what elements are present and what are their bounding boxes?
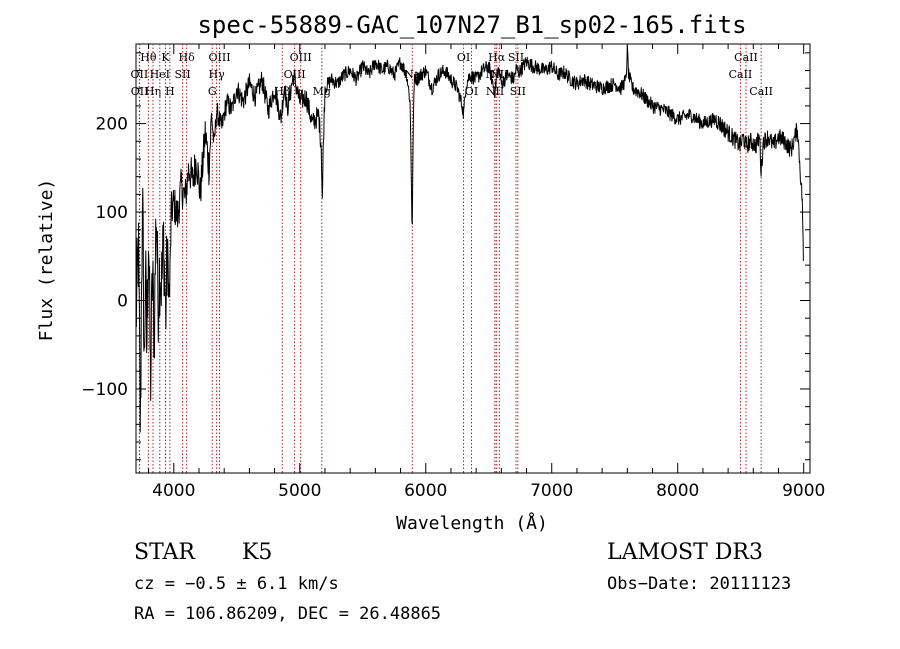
object-type: STAR: [134, 540, 195, 565]
line-marker-label: Hθ: [140, 51, 157, 64]
line-marker-label: G: [208, 85, 217, 98]
axis-ticks: 4000 5000 6000 7000 8000 9000 −100 0 100 200: [81, 44, 825, 501]
line-marker-label: Hγ: [209, 68, 226, 81]
y-axis-label: Flux (relative): [36, 179, 57, 342]
line-marker-label: OIII: [208, 51, 230, 64]
line-marker-label: OIII: [290, 51, 312, 64]
coordinates: RA = 106.86209, DEC = 26.48865: [134, 604, 442, 624]
line-marker-label: SII: [174, 68, 190, 81]
line-marker-label: HeI: [150, 68, 170, 81]
line-marker-label: CaII: [734, 51, 758, 64]
spectrum-line: [135, 45, 804, 433]
x-tick-label: 4000: [152, 481, 195, 501]
redshift-text: cz = −0.5 ± 6.1 km/s: [134, 574, 339, 594]
y-tick-label: 0: [117, 292, 128, 312]
line-marker-label: OI: [457, 51, 470, 64]
line-marker-label: SII: [508, 51, 524, 64]
x-tick-label: 8000: [656, 481, 699, 501]
line-marker-label: OI: [465, 85, 478, 98]
chart-title: spec-55889-GAC_107N27_B1_sp02-165.fits: [197, 11, 746, 39]
line-marker-label: H: [165, 85, 175, 98]
x-tick-label: 6000: [404, 481, 447, 501]
survey-release: LAMOST DR3: [607, 540, 763, 565]
line-marker-label: CaII: [729, 68, 753, 81]
x-tick-label: 5000: [278, 481, 321, 501]
line-marker-label: SII: [510, 85, 526, 98]
x-axis-label: Wavelength (Å): [396, 512, 548, 534]
plot-frame: [135, 43, 811, 474]
y-tick-label: 200: [96, 115, 128, 135]
line-marker-label: OII: [131, 68, 149, 81]
y-tick-label: 100: [96, 203, 128, 223]
y-tick-label: −100: [81, 380, 128, 400]
line-marker-label: CaII: [749, 85, 773, 98]
obs-date: Obs−Date: 20111123: [607, 574, 792, 594]
spectral-subclass: K5: [242, 540, 273, 565]
x-tick-label: 9000: [782, 481, 825, 501]
line-marker-label: Hα: [488, 51, 506, 64]
line-marker-label: Hδ: [179, 51, 196, 64]
line-marker-label: Mg: [313, 85, 331, 98]
line-marker-label: Hη: [145, 85, 161, 98]
x-tick-label: 7000: [530, 481, 573, 501]
line-marker-label: OII: [131, 85, 149, 98]
line-marker-label: K: [161, 51, 170, 64]
